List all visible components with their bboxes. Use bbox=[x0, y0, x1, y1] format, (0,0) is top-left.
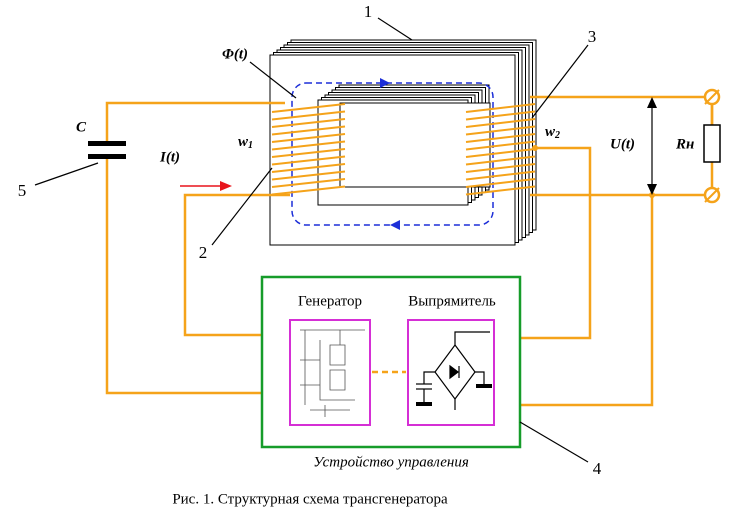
flux-arrow bbox=[390, 220, 400, 230]
flux-arrow bbox=[380, 78, 390, 88]
turn bbox=[271, 163, 346, 173]
turn bbox=[271, 185, 346, 196]
leader bbox=[519, 421, 589, 463]
block-label: Устройство управления bbox=[313, 454, 469, 470]
turn bbox=[271, 170, 346, 181]
voltage-arrow bbox=[647, 97, 657, 108]
windings bbox=[271, 103, 536, 196]
current-arrow bbox=[220, 181, 232, 191]
turn bbox=[465, 118, 536, 128]
capacitor-label: C bbox=[76, 119, 87, 135]
winding-label: w2 bbox=[545, 124, 560, 141]
flux-label: Φ(t) bbox=[222, 46, 248, 62]
leader bbox=[377, 17, 413, 41]
turn bbox=[465, 155, 536, 166]
turn bbox=[271, 178, 346, 188]
junction bbox=[532, 145, 538, 151]
block-label: Генератор bbox=[298, 293, 362, 309]
capacitor-plate bbox=[88, 141, 126, 146]
load-label: Rн bbox=[675, 136, 694, 152]
capacitor-plate bbox=[88, 154, 126, 159]
resistor bbox=[703, 124, 721, 163]
turn bbox=[271, 125, 346, 136]
turn bbox=[271, 148, 346, 158]
ground bbox=[476, 384, 492, 388]
turn bbox=[271, 110, 346, 121]
voltage-arrow bbox=[647, 184, 657, 195]
winding-label: w1 bbox=[238, 134, 253, 151]
generator-box bbox=[289, 319, 371, 426]
turn bbox=[465, 125, 536, 136]
callout: 2 bbox=[199, 243, 208, 262]
wire bbox=[105, 101, 285, 143]
turn bbox=[271, 103, 346, 113]
wire bbox=[520, 195, 654, 407]
rectifier-box bbox=[407, 319, 495, 426]
turn bbox=[465, 163, 536, 173]
control-box bbox=[260, 275, 522, 449]
caption: Рис. 1. Структурная схема трансгенератор… bbox=[172, 491, 448, 507]
ground bbox=[416, 402, 432, 406]
turn bbox=[465, 170, 536, 181]
callout: 4 bbox=[593, 459, 602, 478]
voltage-label: U(t) bbox=[610, 136, 635, 152]
turn bbox=[271, 155, 346, 166]
leader bbox=[531, 44, 589, 119]
rectifier-schematic bbox=[416, 331, 490, 410]
turn bbox=[465, 103, 536, 113]
leader bbox=[211, 167, 273, 246]
generator-schematic bbox=[300, 329, 365, 417]
leader bbox=[34, 162, 99, 186]
current-label: I(t) bbox=[159, 149, 180, 165]
turn bbox=[465, 133, 536, 143]
turn bbox=[465, 148, 536, 158]
callout: 3 bbox=[588, 27, 597, 46]
turn bbox=[465, 140, 536, 151]
callout: 1 bbox=[364, 2, 373, 21]
callout: 5 bbox=[18, 181, 27, 200]
turn bbox=[465, 185, 536, 196]
turn bbox=[465, 178, 536, 188]
leader bbox=[249, 61, 297, 99]
terminal bbox=[704, 89, 720, 105]
turn bbox=[465, 110, 536, 121]
core bbox=[269, 39, 537, 246]
turn bbox=[271, 118, 346, 128]
wire bbox=[183, 193, 290, 337]
wire bbox=[105, 157, 262, 395]
window bbox=[339, 102, 491, 188]
terminal bbox=[704, 187, 720, 203]
turn bbox=[271, 133, 346, 143]
wire bbox=[520, 146, 592, 340]
block-label: Выпрямитель bbox=[408, 293, 496, 309]
turn bbox=[271, 140, 346, 151]
